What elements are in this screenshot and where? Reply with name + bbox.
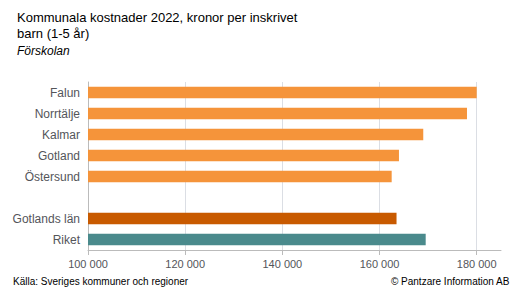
svg-text:160 000: 160 000 bbox=[360, 258, 400, 270]
svg-text:Kalmar: Kalmar bbox=[42, 128, 80, 142]
svg-text:Förskolan: Förskolan bbox=[17, 44, 70, 58]
svg-text:180 000: 180 000 bbox=[457, 258, 497, 270]
svg-text:Östersund: Östersund bbox=[25, 170, 80, 184]
svg-text:Källa: Sveriges kommuner och r: Källa: Sveriges kommuner och regioner bbox=[13, 276, 189, 287]
svg-text:barn (1-5 år): barn (1-5 år) bbox=[17, 26, 89, 41]
svg-text:Falun: Falun bbox=[50, 86, 80, 100]
svg-text:120 000: 120 000 bbox=[165, 258, 205, 270]
svg-text:Riket: Riket bbox=[53, 233, 81, 247]
svg-text:Gotlands län: Gotlands län bbox=[13, 212, 80, 226]
svg-text:100 000: 100 000 bbox=[68, 258, 108, 270]
svg-text:Norrtälje: Norrtälje bbox=[35, 107, 81, 121]
svg-text:140 000: 140 000 bbox=[262, 258, 302, 270]
svg-text:© Pantzare Information AB: © Pantzare Information AB bbox=[391, 276, 510, 287]
svg-text:Kommunala kostnader 2022, kron: Kommunala kostnader 2022, kronor per ins… bbox=[17, 10, 298, 25]
svg-text:Gotland: Gotland bbox=[38, 149, 80, 163]
